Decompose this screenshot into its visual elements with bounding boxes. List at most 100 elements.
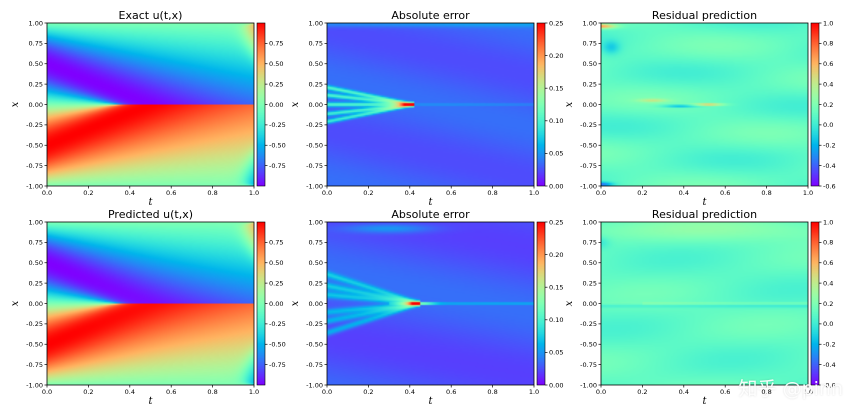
panel-title: Absolute error	[391, 208, 470, 221]
y-tick-label: 0.75	[29, 40, 43, 48]
x-tick-label: 0.6	[720, 189, 730, 197]
heatmap-err_top	[327, 23, 534, 186]
panel-pred: Predicted u(t,x) 0.0 0.2 0.4 0.6 0.8 1.0 t 1.00 0…	[10, 208, 286, 407]
colorbar-tick-label: -0.25	[269, 121, 286, 129]
colorbar	[811, 222, 819, 385]
colorbar-tick-label: -0.25	[269, 320, 286, 328]
panel-title: Predicted u(t,x)	[108, 208, 193, 221]
colorbar	[811, 23, 819, 186]
y-tick-label: -0.75	[306, 361, 323, 369]
x-tick-label: 0.4	[405, 388, 415, 396]
colorbar-tick-label: 0.20	[549, 251, 563, 259]
x-tick-label: 0.8	[487, 189, 497, 197]
colorbar-tick-label: 0.4	[823, 80, 833, 88]
x-tick-label: 1.0	[803, 388, 813, 396]
y-tick-label: 0.00	[583, 101, 597, 109]
y-tick-label: 0.00	[309, 101, 323, 109]
y-tick-label: -0.75	[306, 162, 323, 170]
colorbar-tick-label: 0.00	[549, 182, 563, 190]
heatmap-err_bot	[327, 222, 534, 385]
y-tick-label: 1.00	[29, 218, 43, 226]
y-tick-label: -1.00	[580, 182, 597, 190]
y-tick-label: -0.25	[580, 121, 597, 129]
x-tick-label: 0.2	[637, 189, 647, 197]
y-tick-label: 0.50	[583, 60, 597, 68]
y-tick-label: -0.50	[306, 142, 323, 150]
y-axis-label: x	[290, 300, 301, 306]
y-tick-label: 0.25	[29, 279, 43, 287]
heatmap-res_bot	[601, 222, 808, 385]
colorbar-tick-label: 0.0	[823, 121, 833, 129]
x-tick-label: 0.0	[596, 388, 606, 396]
colorbar	[537, 23, 545, 186]
colorbar-tick-label: 0.2	[823, 101, 833, 109]
x-tick-label: 0.0	[322, 388, 332, 396]
y-tick-label: -0.50	[26, 341, 43, 349]
x-tick-label: 0.4	[125, 189, 135, 197]
panel-res_bot: Residual prediction 0.0 0.2 0.4 0.6 0.8 1.0 t 1.…	[564, 208, 836, 407]
panel-err_top: Absolute error 0.0 0.2 0.4 0.6 0.8 1.0 t 1.00 0.7…	[290, 9, 563, 208]
heatmap-res_top	[601, 23, 808, 186]
colorbar	[257, 23, 265, 186]
y-tick-label: -0.25	[26, 121, 43, 129]
x-tick-label: 0.8	[487, 388, 497, 396]
x-tick-label: 0.0	[42, 388, 52, 396]
y-tick-label: 1.00	[29, 19, 43, 27]
y-tick-label: 0.25	[583, 279, 597, 287]
x-axis-label: t	[148, 197, 153, 208]
y-tick-label: -0.25	[26, 320, 43, 328]
colorbar-tick-label: 0.25	[269, 279, 283, 287]
y-tick-label: 1.00	[309, 218, 323, 226]
heatmap-exact	[47, 23, 254, 186]
y-tick-label: 0.75	[29, 239, 43, 247]
colorbar-tick-label: 0.75	[269, 239, 283, 247]
y-tick-label: -0.50	[580, 142, 597, 150]
colorbar-tick-label: 0.15	[549, 284, 563, 292]
y-axis-label: x	[290, 101, 301, 107]
x-tick-label: 1.0	[529, 388, 539, 396]
y-tick-label: -1.00	[306, 182, 323, 190]
y-axis-label: x	[10, 101, 21, 107]
y-tick-label: -0.25	[306, 320, 323, 328]
x-tick-label: 0.4	[679, 388, 689, 396]
x-tick-label: 0.4	[405, 189, 415, 197]
x-tick-label: 0.2	[637, 388, 647, 396]
y-tick-label: 0.50	[29, 60, 43, 68]
colorbar	[537, 222, 545, 385]
colorbar-tick-label: 0.0	[823, 320, 833, 328]
y-tick-label: 0.25	[583, 80, 597, 88]
y-tick-label: -1.00	[580, 381, 597, 389]
panel-title: Residual prediction	[652, 208, 757, 221]
x-tick-label: 0.8	[207, 189, 217, 197]
colorbar-tick-label: -0.50	[269, 341, 286, 349]
x-tick-label: 0.0	[322, 189, 332, 197]
colorbar	[257, 222, 265, 385]
colorbar-tick-label: 0.10	[549, 117, 563, 125]
colorbar-tick-label: -0.75	[269, 162, 286, 170]
x-tick-label: 0.8	[761, 388, 771, 396]
y-tick-label: 0.50	[309, 259, 323, 267]
x-tick-label: 0.4	[679, 189, 689, 197]
panel-title: Exact u(t,x)	[119, 9, 183, 22]
panel-title: Absolute error	[391, 9, 470, 22]
colorbar-tick-label: -0.75	[269, 361, 286, 369]
colorbar-tick-label: 0.8	[823, 40, 833, 48]
panel-res_top: Residual prediction 0.0 0.2 0.4 0.6 0.8 1.0 t 1.…	[564, 9, 836, 208]
x-tick-label: 0.8	[761, 189, 771, 197]
colorbar-tick-label: 0.6	[823, 60, 833, 68]
y-tick-label: -0.75	[26, 361, 43, 369]
colorbar-frame	[536, 22, 546, 187]
y-tick-label: -0.50	[26, 142, 43, 150]
y-tick-label: -0.25	[306, 121, 323, 129]
x-tick-label: 1.0	[529, 189, 539, 197]
y-tick-label: -0.75	[26, 162, 43, 170]
colorbar-tick-label: 0.50	[269, 259, 283, 267]
x-axis-label: t	[702, 197, 707, 208]
y-tick-label: 0.75	[583, 40, 597, 48]
y-tick-label: 0.00	[29, 300, 43, 308]
x-tick-label: 0.6	[446, 189, 456, 197]
colorbar-tick-label: 0.50	[269, 60, 283, 68]
colorbar-frame	[536, 221, 546, 386]
panel-title: Residual prediction	[652, 9, 757, 22]
y-tick-label: 0.50	[583, 259, 597, 267]
